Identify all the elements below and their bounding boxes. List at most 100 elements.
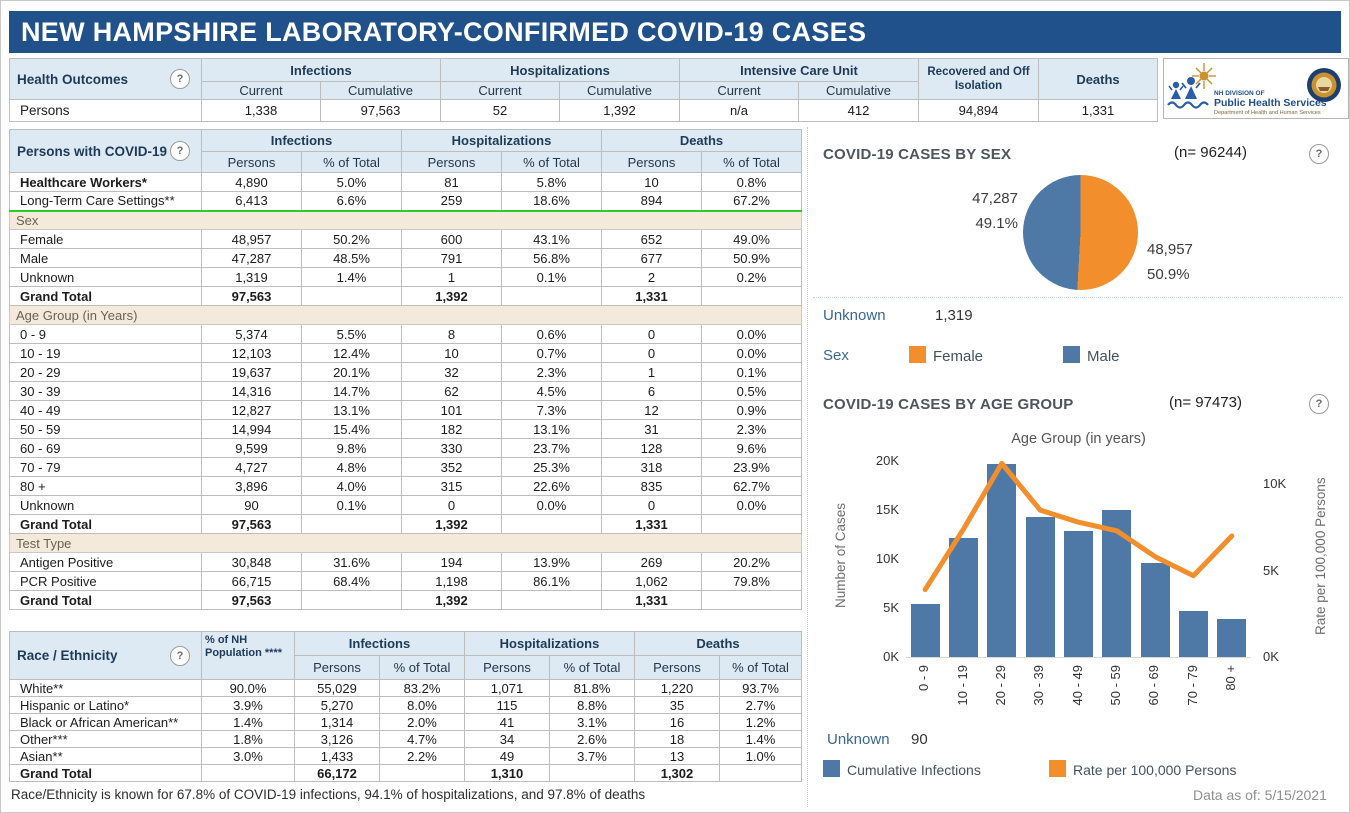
subcol-persons: Persons: [401, 151, 502, 173]
legend-swatch-cumulative-infections[interactable]: [823, 760, 840, 777]
x-tick-50-59: 50 - 59: [1107, 665, 1123, 706]
row-label: 30 - 39: [9, 381, 202, 401]
cell: 1,433: [294, 747, 380, 765]
help-icon[interactable]: ?: [170, 141, 190, 161]
cell: 16: [634, 713, 720, 731]
health-outcomes-label: Health Outcomes: [17, 71, 129, 87]
bar-20-29[interactable]: [987, 464, 1017, 657]
population-cell: 1.4%: [201, 713, 295, 731]
race-footnote: Race/Ethnicity is known for 67.8% of COV…: [11, 787, 646, 802]
sex-legend-title: Sex: [823, 347, 849, 364]
subcol-pct: % of Total: [301, 151, 402, 173]
cell: 20.1%: [301, 362, 402, 382]
legend-label-male[interactable]: Male: [1087, 348, 1120, 365]
legend-label-female[interactable]: Female: [933, 348, 984, 365]
bar-0-9[interactable]: [910, 604, 940, 657]
legend-label-cumulative-infections[interactable]: Cumulative Infections: [847, 762, 981, 778]
subcol-current: Current: [679, 81, 799, 100]
cell: 49: [464, 747, 550, 765]
help-icon[interactable]: ?: [1309, 394, 1329, 414]
legend-swatch-rate[interactable]: [1049, 760, 1066, 777]
cell: 94,894: [918, 99, 1039, 122]
subcol-persons: Persons: [601, 151, 702, 173]
bar-70-79[interactable]: [1179, 610, 1208, 657]
cell: 47,287: [201, 248, 302, 268]
cell: 97,563: [201, 514, 302, 534]
bar-30-39[interactable]: [1025, 516, 1055, 657]
row-label: Antigen Positive: [9, 552, 202, 572]
x-tick-10-19: 10 - 19: [954, 665, 970, 706]
page-title: NEW HAMPSHIRE LABORATORY-CONFIRMED COVID…: [9, 11, 1341, 53]
table-row: PCR Positive 66,715 68.4% 1,198 86.1% 1,062 79…: [9, 571, 802, 591]
cell: [301, 514, 402, 534]
rate-line-svg[interactable]: [906, 453, 1251, 657]
x-tick-30-39: 30 - 39: [1031, 665, 1047, 706]
cell: 23.9%: [701, 457, 802, 477]
table-row: Asian** 3.0% 1,433 2.2% 49 3.7% 13 1.0%: [9, 747, 802, 765]
cell: 48,957: [201, 229, 302, 249]
row-label: Male: [9, 248, 202, 268]
age-chart-title: COVID-19 CASES BY AGE GROUP: [823, 396, 1074, 413]
section-header-age-group-in-years: Age Group (in Years): [9, 305, 802, 325]
cell: 0: [401, 495, 502, 515]
cell: 30,848: [201, 552, 302, 572]
help-icon[interactable]: ?: [170, 645, 190, 666]
cell: 269: [601, 552, 702, 572]
cell: 13: [634, 747, 720, 765]
table-row: 30 - 39 14,316 14.7% 62 4.5% 6 0.5%: [9, 381, 802, 401]
row-label: Healthcare Workers*: [9, 172, 202, 192]
rate-line[interactable]: [922, 460, 1235, 593]
age-chart-n: (n= 97473): [1169, 394, 1242, 411]
col-deaths: Deaths: [1038, 58, 1158, 100]
subcol-cumulative: Cumulative: [798, 81, 919, 100]
row-label: Grand Total: [9, 764, 202, 782]
cell: 1: [401, 267, 502, 287]
row-label: PCR Positive: [9, 571, 202, 591]
help-icon[interactable]: ?: [1309, 144, 1329, 164]
table-row: Hispanic or Latino* 3.9% 5,270 8.0% 115 8.8% 3…: [9, 696, 802, 714]
cell: 41: [464, 713, 550, 731]
legend-label-rate[interactable]: Rate per 100,000 Persons: [1073, 762, 1237, 778]
section-label: Test Type: [9, 533, 802, 553]
legend-swatch-female[interactable]: [909, 346, 926, 363]
subcol-persons: Persons: [634, 655, 720, 680]
row-label: Grand Total: [9, 514, 202, 534]
cell: 8.0%: [379, 696, 465, 714]
cell: 6,413: [201, 191, 302, 212]
help-icon[interactable]: ?: [170, 69, 190, 89]
cell: 330: [401, 438, 502, 458]
cell: 83.2%: [379, 679, 465, 697]
bar-40-49[interactable]: [1064, 531, 1093, 657]
cell: 5.5%: [301, 324, 402, 344]
sex-chart-title: COVID-19 CASES BY SEX: [823, 146, 1012, 163]
age-unknown-value: 90: [911, 731, 928, 748]
y-tick-left: 5K: [883, 599, 899, 615]
population-cell: 3.0%: [201, 747, 295, 765]
table-row: Healthcare Workers* 4,890 5.0% 81 5.8% 10 0.8%: [9, 172, 802, 192]
cell: 0.0%: [701, 324, 802, 344]
row-label: Grand Total: [9, 286, 202, 306]
cell: 101: [401, 400, 502, 420]
cell: 48.5%: [301, 248, 402, 268]
cell: 677: [601, 248, 702, 268]
cell: 20.2%: [701, 552, 802, 572]
total-row: Grand Total 97,563 1,392 1,331: [9, 286, 802, 306]
dotted-separator: [813, 297, 1343, 298]
sex-pie[interactable]: [1023, 175, 1138, 290]
cell: 1,338: [201, 99, 321, 122]
cell: 34: [464, 730, 550, 748]
cell: [701, 590, 802, 610]
bar-60-69[interactable]: [1140, 562, 1170, 657]
panel-divider: [807, 127, 808, 807]
bar-80[interactable]: [1217, 618, 1247, 657]
row-label: 10 - 19: [9, 343, 202, 363]
table-row: 20 - 29 19,637 20.1% 32 2.3% 1 0.1%: [9, 362, 802, 382]
cell: 1,331: [601, 286, 702, 306]
cell: 31.6%: [301, 552, 402, 572]
table-row: 60 - 69 9,599 9.8% 330 23.7% 128 9.6%: [9, 438, 802, 458]
cell: 894: [601, 191, 702, 212]
bar-10-19[interactable]: [949, 538, 978, 657]
cell: 1,062: [601, 571, 702, 591]
cell: [501, 514, 602, 534]
legend-swatch-male[interactable]: [1063, 346, 1080, 363]
